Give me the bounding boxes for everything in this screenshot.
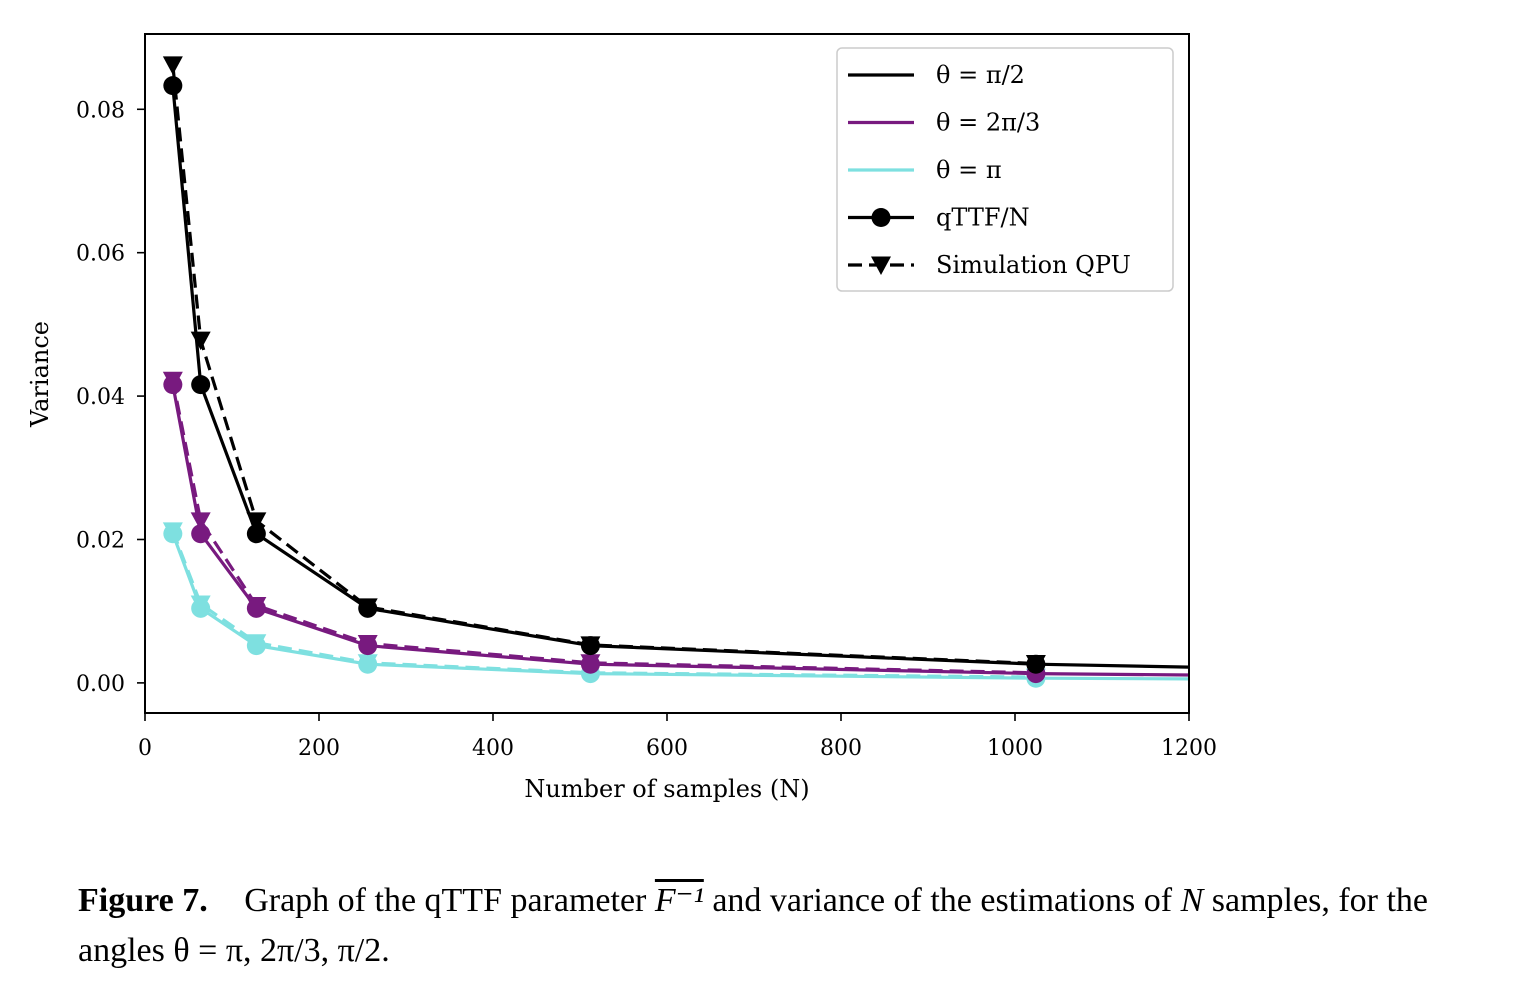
caption-parameter: F⁻¹ (654, 882, 704, 919)
series-layer (162, 56, 1190, 688)
x-tick-label: 800 (820, 736, 862, 761)
x-tick-label: 0 (138, 736, 152, 761)
data-point (191, 375, 211, 395)
data-point (191, 524, 211, 544)
caption-text-after: samples, for the angles (78, 882, 1428, 969)
legend-label: Simulation QPU (936, 251, 1131, 279)
y-tick-label: 0.06 (76, 242, 125, 267)
variance-chart: 0 200 400 600 800 1000 1200 0.00 0.02 0.04 0.06 0.… (26, 33, 1217, 803)
y-tick-label: 0.04 (76, 385, 125, 410)
data-point (191, 598, 211, 618)
legend-marker (871, 256, 891, 275)
x-tick-label: 400 (472, 736, 514, 761)
series-2 (163, 375, 1190, 684)
legend-label: θ = 2π/3 (936, 109, 1040, 137)
y-tick-label: 0.08 (76, 98, 125, 123)
data-point (358, 654, 378, 674)
caption-angles: θ = π, 2π/3, π/2. (173, 932, 390, 969)
x-axis: 0 200 400 600 800 1000 1200 (138, 713, 1217, 761)
data-point (190, 512, 211, 531)
data-point (163, 524, 183, 544)
legend: θ = π/2 θ = 2π/3 θ = π qTTF/N Simulation QPU (836, 47, 1174, 292)
x-axis-label: Number of samples (N) (524, 775, 809, 803)
y-axis-label: Variance (26, 321, 54, 428)
data-point (190, 331, 211, 351)
legend-box (836, 47, 1174, 292)
data-point (580, 636, 600, 656)
figure-number: Figure 7. (78, 882, 208, 919)
x-tick-label: 200 (298, 736, 340, 761)
data-point (246, 636, 266, 656)
figure-caption: Figure 7. Graph of the qTTF parameter F⁻… (78, 876, 1498, 976)
chart-svg: 0 200 400 600 800 1000 1200 0.000.020.040.060.… (26, 33, 1217, 803)
data-point (163, 375, 183, 395)
legend-label: qTTF/N (936, 204, 1030, 232)
data-point (1026, 654, 1046, 674)
legend-marker (871, 208, 891, 227)
legend-label: θ = π/2 (936, 61, 1025, 89)
x-tick-label: 1000 (987, 736, 1043, 761)
series-0 (163, 76, 1190, 674)
caption-text-middle: and variance of the estimations of (712, 882, 1173, 919)
data-point (358, 598, 378, 618)
series-line (171, 379, 1036, 675)
y-tick-label: 0.02 (76, 528, 125, 553)
series-3 (162, 371, 1046, 683)
caption-variable: N (1180, 882, 1204, 919)
caption-text-before: Graph of the qTTF parameter (244, 882, 647, 919)
series-line (171, 530, 1036, 679)
data-point (358, 636, 378, 656)
data-point (246, 598, 266, 618)
y-tick-label: 0.00 (76, 672, 125, 697)
x-tick-label: 600 (646, 736, 688, 761)
series-line (171, 384, 1190, 677)
x-tick-label: 1200 (1161, 736, 1217, 761)
data-point (246, 524, 266, 544)
data-point (163, 76, 183, 96)
data-point (580, 654, 600, 674)
legend-label: θ = π (936, 156, 1002, 184)
data-point (162, 56, 183, 75)
y-axis: 0.00 0.02 0.04 0.06 0.08 (76, 98, 145, 697)
